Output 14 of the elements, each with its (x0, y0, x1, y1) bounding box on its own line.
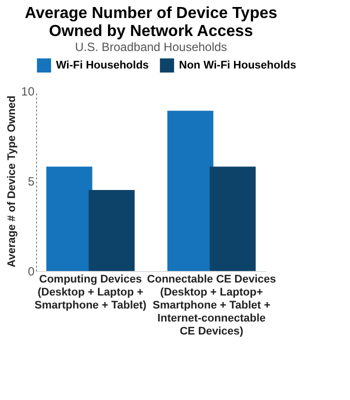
y-axis-title: Average # of Device Type Owned (6, 96, 18, 268)
x-tick-label: Computing Devices (Desktop + Laptop + Smartphone + Tablet) (34, 274, 147, 312)
bar (167, 110, 214, 271)
legend-label: Non Wi-Fi Households (179, 59, 296, 72)
legend-label: Wi-Fi Households (56, 59, 149, 72)
y-tick-label: 5 (28, 174, 35, 188)
chart-subtitle: U.S. Broadband Households (74, 40, 228, 54)
bar (210, 166, 256, 271)
bar (88, 190, 135, 271)
bar (46, 166, 92, 271)
chart-title: Average Number of Device Types Owned by Network Access (24, 5, 278, 40)
x-tick-label: Connectable CE Devices (Desktop + Laptop+ Smartphone + Tablet + Internet-connectable CE Devices) (147, 274, 276, 338)
y-tick-label: 0 (28, 264, 35, 278)
y-tick-label: 10 (21, 84, 35, 98)
